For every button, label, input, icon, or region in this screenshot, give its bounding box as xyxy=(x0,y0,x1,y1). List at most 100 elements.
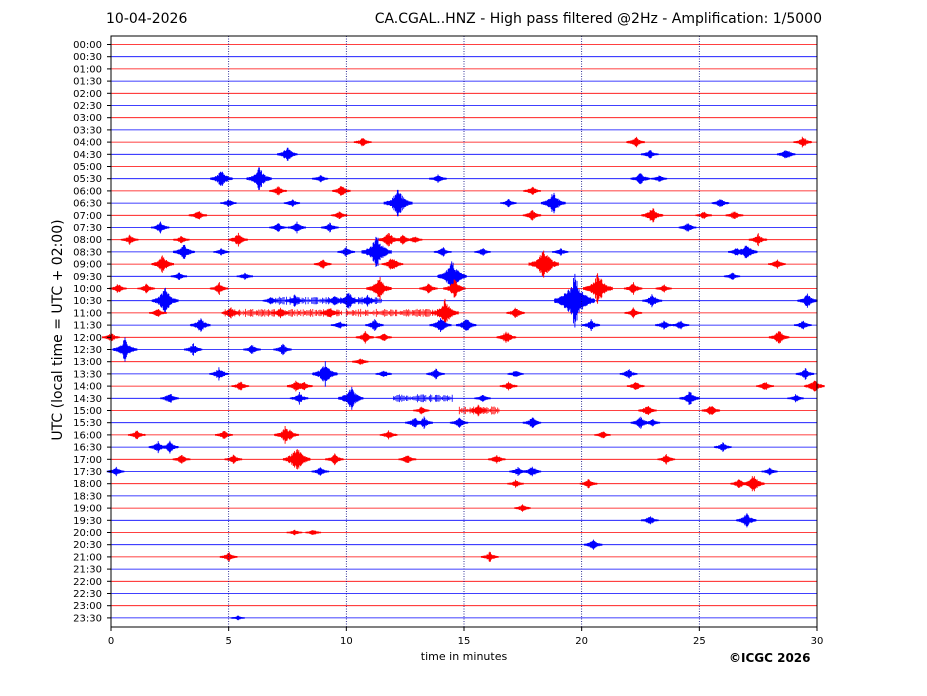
seismic-event xyxy=(626,382,645,390)
seismic-event xyxy=(419,283,438,294)
seismic-event xyxy=(355,331,375,344)
y-tick-label: 21:30 xyxy=(73,565,102,576)
seismic-event xyxy=(671,320,690,330)
seismic-event xyxy=(170,272,188,280)
noise-burst xyxy=(393,394,453,403)
y-tick-label: 17:00 xyxy=(73,455,102,466)
seismic-event xyxy=(151,255,174,273)
seismic-event xyxy=(243,345,261,354)
seismic-event xyxy=(499,381,518,391)
seismic-event xyxy=(183,343,203,356)
y-tick-label: 14:30 xyxy=(73,394,102,405)
seismic-event xyxy=(657,454,676,465)
seismic-event xyxy=(338,386,364,410)
seismic-event xyxy=(230,615,245,621)
y-tick-label: 03:30 xyxy=(73,125,102,136)
seismic-event xyxy=(246,167,272,190)
seismic-event xyxy=(552,248,569,256)
seismic-event xyxy=(678,223,697,232)
y-tick-label: 12:00 xyxy=(73,333,102,344)
seismic-event xyxy=(455,319,477,331)
y-tick-label: 01:30 xyxy=(73,77,102,88)
seismic-event xyxy=(358,294,377,307)
seismic-event xyxy=(640,516,659,525)
seismic-event xyxy=(383,189,413,217)
seismic-event xyxy=(514,504,531,512)
y-tick-label: 22:30 xyxy=(73,589,102,600)
seismic-event xyxy=(638,406,657,415)
seismic-event xyxy=(224,454,243,464)
seismic-event xyxy=(619,369,638,379)
seismic-event xyxy=(283,199,301,207)
seismic-event xyxy=(725,211,744,219)
y-tick-label: 00:00 xyxy=(73,40,102,51)
seismic-event xyxy=(579,479,598,489)
seismic-event xyxy=(474,395,491,402)
seismic-event xyxy=(761,467,778,476)
seismic-event xyxy=(112,337,138,362)
y-tick-label: 16:00 xyxy=(73,430,102,441)
x-tick-layer: 0 5 10 15 20 25 30 xyxy=(108,627,823,647)
seismic-event xyxy=(375,370,392,377)
seismic-event xyxy=(209,367,230,381)
seismic-event xyxy=(149,309,167,317)
y-tick-label: 11:00 xyxy=(73,308,102,319)
y-tick-label: 18:30 xyxy=(73,491,102,502)
seismic-event xyxy=(269,223,287,232)
seismic-event xyxy=(748,233,768,247)
y-tick-label: 05:00 xyxy=(73,162,102,173)
seismic-event xyxy=(319,308,340,318)
y-tick-label: 07:30 xyxy=(73,223,102,234)
seismic-event xyxy=(655,320,673,330)
y-tick-label: 03:00 xyxy=(73,113,102,124)
seismic-event xyxy=(353,138,372,147)
seismic-event xyxy=(426,368,445,380)
seismic-event xyxy=(522,417,542,428)
y-tick-label: 21:00 xyxy=(73,552,102,563)
y-tick-label: 16:30 xyxy=(73,443,102,454)
seismic-event xyxy=(270,307,290,319)
y-tick-label: 08:00 xyxy=(73,235,102,246)
y-tick-label: 02:00 xyxy=(73,89,102,100)
y-tick-label: 06:30 xyxy=(73,199,102,210)
y-tick-label: 19:30 xyxy=(73,516,102,527)
y-tick-label: 18:00 xyxy=(73,479,102,490)
seismic-event xyxy=(695,211,712,219)
seismic-event xyxy=(443,279,466,298)
y-tick-label: 23:30 xyxy=(73,613,102,624)
seismic-event xyxy=(269,186,287,196)
seismic-event xyxy=(325,453,344,466)
seismic-event xyxy=(500,199,517,208)
seismic-event xyxy=(219,552,238,562)
seismic-event xyxy=(640,150,659,159)
seismic-event xyxy=(413,406,430,415)
seismic-event xyxy=(220,199,237,207)
seismic-event xyxy=(507,371,524,377)
seismic-event xyxy=(795,368,815,380)
seismic-event xyxy=(150,221,170,234)
seismic-event xyxy=(480,551,499,562)
y-tick-label: 10:30 xyxy=(73,296,102,307)
seismic-event xyxy=(311,175,329,183)
seismic-event xyxy=(352,358,369,365)
x-tick-label: 10 xyxy=(340,636,353,647)
seismic-event xyxy=(285,294,304,307)
seismic-event xyxy=(173,244,195,259)
seismic-event xyxy=(213,248,230,256)
chart-title: CA.CGAL..HNZ - High pass filtered @2Hz -… xyxy=(374,11,822,27)
seismic-event xyxy=(433,247,452,257)
seismic-event xyxy=(468,404,488,417)
seismic-event xyxy=(151,287,179,314)
seismic-event xyxy=(313,259,332,269)
seismic-event xyxy=(630,173,651,185)
seismic-event xyxy=(594,431,611,439)
seismic-event xyxy=(277,147,298,161)
seismic-event xyxy=(312,361,338,387)
x-tick-label: 20 xyxy=(575,636,588,647)
seismic-event xyxy=(320,222,339,233)
seismic-event xyxy=(522,466,542,477)
seismic-event xyxy=(366,277,392,300)
seismic-event xyxy=(330,211,348,219)
seismic-event xyxy=(701,406,721,415)
